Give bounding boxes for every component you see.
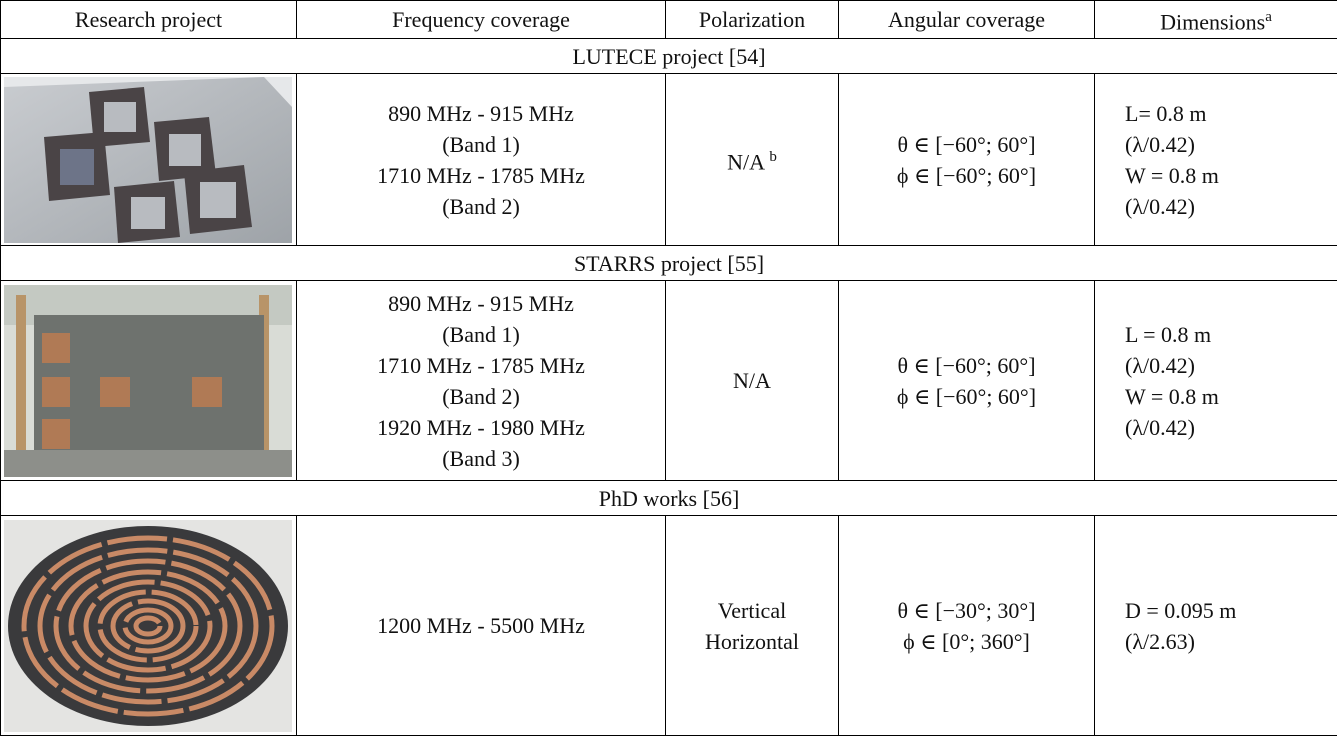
cell-line: θ ∈ [−30°; 30°] xyxy=(839,595,1094,626)
cell-line: 890 MHz - 915 MHz xyxy=(297,288,665,319)
page: Research project Frequency coverage Pola… xyxy=(0,0,1337,736)
cell-line: L = 0.8 m xyxy=(1125,319,1337,350)
footnote-mark: b xyxy=(769,149,777,165)
cell-line: (Band 3) xyxy=(297,443,665,474)
header-cell: Dimensionsa xyxy=(1095,1,1337,39)
cell-line: Vertical xyxy=(666,595,838,626)
cell-line: (λ/0.42) xyxy=(1125,129,1337,160)
project-row: 890 MHz - 915 MHz (Band 1) 1710 MHz - 17… xyxy=(1,74,1337,246)
photo xyxy=(4,520,292,732)
cell-line: 890 MHz - 915 MHz xyxy=(297,98,665,129)
dimensions-cell: D = 0.095 m (λ/2.63) xyxy=(1095,516,1337,736)
header-text: Research project xyxy=(75,7,222,32)
frequency-cell: 890 MHz - 915 MHz (Band 1) 1710 MHz - 17… xyxy=(297,281,666,481)
cell-line: D = 0.095 m xyxy=(1125,595,1337,626)
header-cell: Polarization xyxy=(666,1,839,39)
header-text: Angular coverage xyxy=(888,7,1045,32)
project-row: 1200 MHz - 5500 MHz Vertical Horizontal … xyxy=(1,516,1337,736)
section-title: PhD works [56] xyxy=(1,481,1337,516)
cell-line: (Band 1) xyxy=(297,319,665,350)
cell-line: W = 0.8 m xyxy=(1125,160,1337,191)
cell-line: (λ/0.42) xyxy=(1125,191,1337,222)
cell-line: L= 0.8 m xyxy=(1125,98,1337,129)
cell-line: (λ/0.42) xyxy=(1125,412,1337,443)
cell-line: Horizontal xyxy=(666,626,838,657)
footnote-mark: a xyxy=(1265,9,1272,25)
header-text: Polarization xyxy=(699,7,805,32)
cell-line: N/A xyxy=(727,149,764,174)
section-title: STARRS project [55] xyxy=(1,246,1337,281)
angular-cell: θ ∈ [−30°; 30°] ϕ ∈ [0°; 360°] xyxy=(839,516,1095,736)
polarization-cell: Vertical Horizontal xyxy=(666,516,839,736)
cell-line: (Band 2) xyxy=(297,191,665,222)
header-row: Research project Frequency coverage Pola… xyxy=(1,1,1337,39)
cell-line: 1710 MHz - 1785 MHz xyxy=(297,350,665,381)
cell-line: (Band 1) xyxy=(297,129,665,160)
cell-line: N/A xyxy=(733,368,771,393)
header-cell: Research project xyxy=(1,1,297,39)
photo-cell xyxy=(1,74,297,246)
cell-line: 1920 MHz - 1980 MHz xyxy=(297,412,665,443)
cell-line: θ ∈ [−60°; 60°] xyxy=(839,129,1094,160)
cell-line: (λ/0.42) xyxy=(1125,350,1337,381)
frequency-cell: 890 MHz - 915 MHz (Band 1) 1710 MHz - 17… xyxy=(297,74,666,246)
section-row: PhD works [56] xyxy=(1,481,1337,516)
comparison-table: Research project Frequency coverage Pola… xyxy=(0,0,1337,736)
cell-line: ϕ ∈ [0°; 360°] xyxy=(839,626,1094,657)
photo-cell xyxy=(1,281,297,481)
polarization-cell: N/A xyxy=(666,281,839,481)
section-row: STARRS project [55] xyxy=(1,246,1337,281)
cell-line: θ ∈ [−60°; 60°] xyxy=(839,350,1094,381)
project-row: 890 MHz - 915 MHz (Band 1) 1710 MHz - 17… xyxy=(1,281,1337,481)
header-cell: Frequency coverage xyxy=(297,1,666,39)
cell-line: 1200 MHz - 5500 MHz xyxy=(297,610,665,641)
angular-cell: θ ∈ [−60°; 60°] ϕ ∈ [−60°; 60°] xyxy=(839,281,1095,481)
cell-line: ϕ ∈ [−60°; 60°] xyxy=(839,160,1094,191)
photo xyxy=(4,285,292,477)
dimensions-cell: L = 0.8 m (λ/0.42) W = 0.8 m (λ/0.42) xyxy=(1095,281,1337,481)
cell-line: ϕ ∈ [−60°; 60°] xyxy=(839,381,1094,412)
photo xyxy=(4,77,292,243)
photo-cell xyxy=(1,516,297,736)
header-text: Dimensions xyxy=(1160,9,1265,34)
angular-cell: θ ∈ [−60°; 60°] ϕ ∈ [−60°; 60°] xyxy=(839,74,1095,246)
section-title: LUTECE project [54] xyxy=(1,39,1337,74)
dimensions-cell: L= 0.8 m (λ/0.42) W = 0.8 m (λ/0.42) xyxy=(1095,74,1337,246)
cell-line: W = 0.8 m xyxy=(1125,381,1337,412)
cell-line: (λ/2.63) xyxy=(1125,626,1337,657)
polarization-cell: N/A b xyxy=(666,74,839,246)
section-row: LUTECE project [54] xyxy=(1,39,1337,74)
header-cell: Angular coverage xyxy=(839,1,1095,39)
cell-line: 1710 MHz - 1785 MHz xyxy=(297,160,665,191)
cell-line: (Band 2) xyxy=(297,381,665,412)
header-text: Frequency coverage xyxy=(392,7,570,32)
frequency-cell: 1200 MHz - 5500 MHz xyxy=(297,516,666,736)
